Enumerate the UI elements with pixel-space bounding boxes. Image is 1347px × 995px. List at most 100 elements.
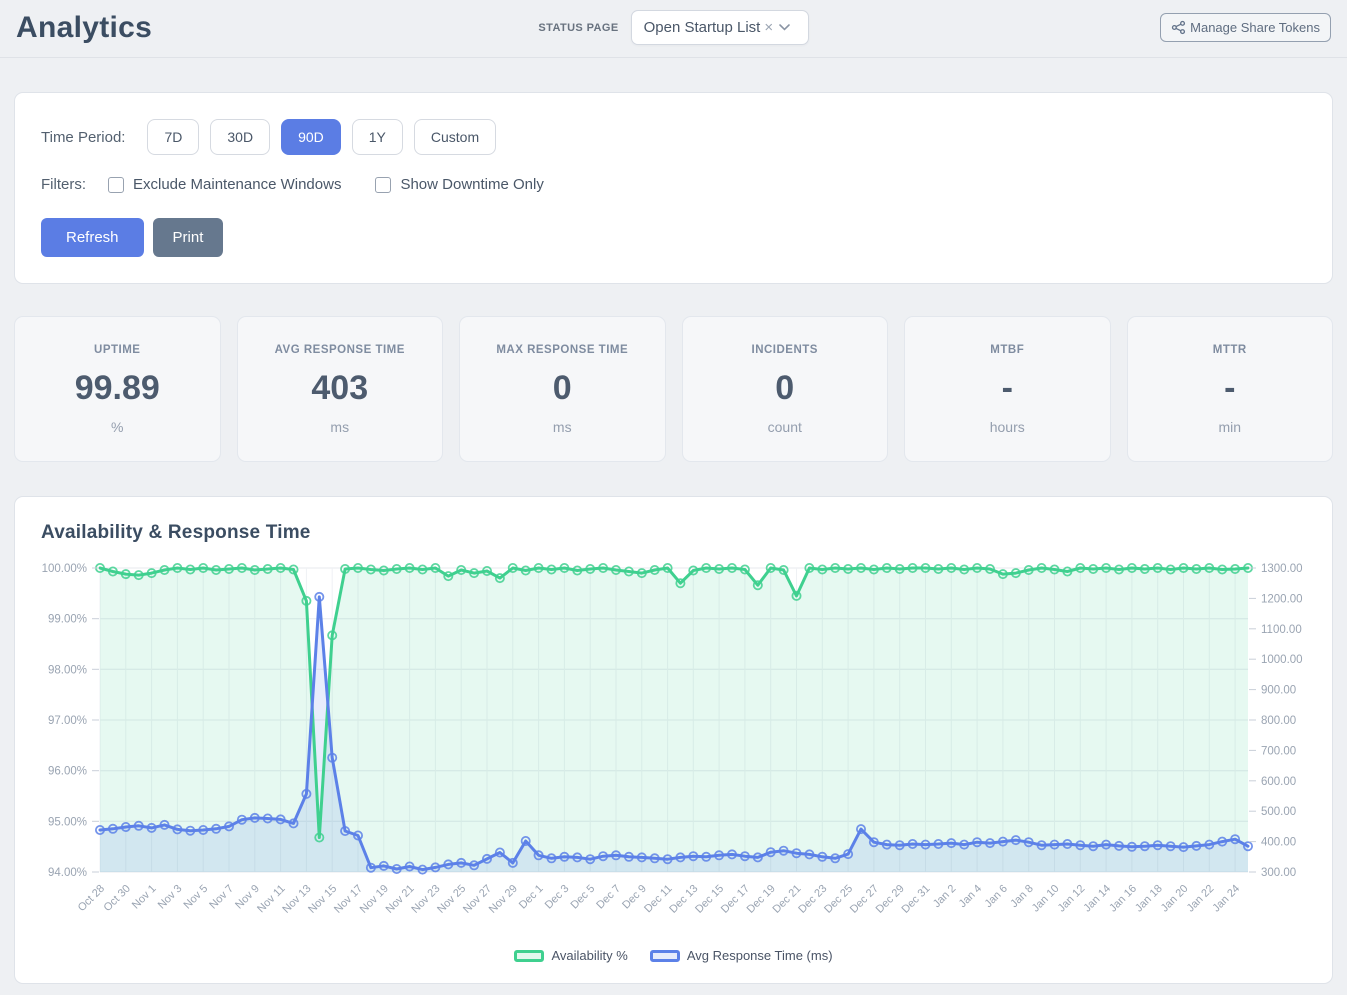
svg-text:Jan 22: Jan 22 bbox=[1185, 883, 1217, 915]
stat-label: MTTR bbox=[1212, 344, 1247, 356]
stat-unit: count bbox=[767, 419, 802, 435]
period-button-30d[interactable]: 30D bbox=[210, 119, 271, 155]
svg-text:97.00%: 97.00% bbox=[48, 715, 87, 727]
svg-text:Dec 1: Dec 1 bbox=[517, 883, 546, 912]
svg-text:Jan 20: Jan 20 bbox=[1159, 883, 1191, 915]
svg-text:Dec 31: Dec 31 bbox=[899, 883, 932, 916]
svg-text:700.00: 700.00 bbox=[1261, 745, 1296, 757]
stat-unit: hours bbox=[989, 419, 1025, 435]
stat-card-max-response: MAX RESPONSE TIME 0 ms bbox=[459, 316, 666, 462]
filters-label: Filters: bbox=[41, 176, 86, 193]
stat-value: 0 bbox=[775, 369, 795, 407]
stat-card-mtbf: MTBF - hours bbox=[904, 316, 1111, 462]
svg-text:Oct 30: Oct 30 bbox=[102, 883, 133, 914]
manage-share-tokens-button[interactable]: Manage Share Tokens bbox=[1160, 13, 1331, 42]
legend-item-response-time[interactable]: Avg Response Time (ms) bbox=[649, 948, 833, 963]
stat-card-avg-response: AVG RESPONSE TIME 403 ms bbox=[236, 316, 443, 462]
svg-text:1200.00: 1200.00 bbox=[1261, 593, 1303, 605]
svg-text:Nov 29: Nov 29 bbox=[487, 883, 520, 916]
svg-text:Jan 2: Jan 2 bbox=[931, 883, 959, 911]
stat-value: 99.89 bbox=[74, 369, 160, 407]
stat-value: - bbox=[1224, 369, 1236, 407]
refresh-button[interactable]: Refresh bbox=[41, 218, 144, 257]
svg-text:100.00%: 100.00% bbox=[42, 563, 87, 575]
svg-text:Jan 12: Jan 12 bbox=[1056, 883, 1088, 915]
header: Analytics STATUS PAGE Open Startup List … bbox=[0, 0, 1347, 57]
stat-label: INCIDENTS bbox=[751, 344, 818, 356]
stat-value: 403 bbox=[311, 369, 369, 407]
legend-swatch-icon bbox=[649, 949, 680, 962]
chart-title: Availability & Response Time bbox=[41, 522, 311, 543]
chevron-down-icon bbox=[779, 24, 790, 31]
stat-value: - bbox=[1001, 369, 1013, 407]
header-divider bbox=[0, 57, 1347, 58]
svg-text:300.00: 300.00 bbox=[1261, 867, 1296, 879]
period-button-custom[interactable]: Custom bbox=[413, 119, 497, 155]
svg-text:99.00%: 99.00% bbox=[48, 614, 87, 626]
print-button[interactable]: Print bbox=[152, 218, 224, 257]
svg-text:Jan 18: Jan 18 bbox=[1133, 883, 1165, 915]
svg-text:500.00: 500.00 bbox=[1261, 806, 1296, 818]
svg-text:Oct 28: Oct 28 bbox=[76, 883, 107, 914]
time-period-group: 7D 30D 90D 1Y Custom bbox=[147, 119, 497, 155]
svg-text:800.00: 800.00 bbox=[1261, 715, 1296, 727]
svg-text:95.00%: 95.00% bbox=[48, 816, 87, 828]
svg-text:1000.00: 1000.00 bbox=[1261, 654, 1303, 666]
period-button-90d[interactable]: 90D bbox=[281, 119, 341, 155]
svg-text:600.00: 600.00 bbox=[1261, 776, 1296, 788]
stat-value: 0 bbox=[552, 369, 572, 407]
stat-card-uptime: UPTIME 99.89 % bbox=[14, 316, 221, 462]
svg-text:96.00%: 96.00% bbox=[48, 766, 87, 778]
exclude-maintenance-label: Exclude Maintenance Windows bbox=[133, 176, 342, 193]
stat-unit: ms bbox=[330, 419, 350, 435]
svg-text:98.00%: 98.00% bbox=[48, 664, 87, 676]
svg-text:Jan 4: Jan 4 bbox=[957, 883, 985, 911]
stat-unit: min bbox=[1218, 419, 1242, 435]
chart-legend: Availability % Avg Response Time (ms) bbox=[15, 948, 1332, 963]
show-downtime-label: Show Downtime Only bbox=[400, 176, 544, 193]
chart-panel: Availability & Response Time 100.00% 99.0… bbox=[14, 496, 1333, 984]
exclude-maintenance-checkbox[interactable] bbox=[108, 176, 124, 193]
svg-text:Nov 5: Nov 5 bbox=[182, 883, 211, 912]
filter-panel: Time Period: 7D 30D 90D 1Y Custom Filter… bbox=[14, 92, 1333, 284]
stat-card-incidents: INCIDENTS 0 count bbox=[681, 316, 888, 462]
period-button-1y[interactable]: 1Y bbox=[351, 119, 403, 155]
time-period-label: Time Period: bbox=[41, 128, 126, 146]
show-downtime-checkbox[interactable] bbox=[375, 176, 392, 193]
legend-item-availability[interactable]: Availability % bbox=[514, 948, 628, 963]
stat-label: UPTIME bbox=[94, 344, 141, 356]
svg-text:Nov 1: Nov 1 bbox=[130, 883, 159, 912]
svg-text:Dec 5: Dec 5 bbox=[569, 883, 598, 912]
svg-text:Jan 10: Jan 10 bbox=[1030, 883, 1062, 915]
legend-swatch-icon bbox=[514, 949, 545, 962]
status-page-label: STATUS PAGE bbox=[538, 21, 619, 34]
share-icon bbox=[1171, 20, 1186, 35]
clear-selection-icon[interactable]: × bbox=[764, 19, 774, 36]
stat-label: MTBF bbox=[990, 344, 1025, 356]
stat-card-mttr: MTTR - min bbox=[1126, 316, 1333, 462]
svg-text:Nov 3: Nov 3 bbox=[156, 883, 185, 912]
svg-text:Dec 3: Dec 3 bbox=[543, 883, 572, 912]
svg-text:94.00%: 94.00% bbox=[48, 867, 87, 879]
svg-text:Jan 14: Jan 14 bbox=[1081, 883, 1113, 915]
availability-response-chart: 100.00% 99.00% 98.00% 97.00% 96.00% 95.00% 94.… bbox=[42, 562, 1303, 916]
svg-text:1100.00: 1100.00 bbox=[1261, 624, 1302, 636]
stat-label: AVG RESPONSE TIME bbox=[274, 344, 405, 356]
svg-text:Nov 7: Nov 7 bbox=[207, 883, 236, 912]
manage-share-tokens-label: Manage Share Tokens bbox=[1190, 20, 1320, 35]
status-page-selected-value: Open Startup List bbox=[643, 19, 761, 36]
svg-text:900.00: 900.00 bbox=[1261, 685, 1296, 697]
page-title: Analytics bbox=[16, 10, 153, 44]
svg-text:400.00: 400.00 bbox=[1261, 837, 1296, 849]
stat-unit: ms bbox=[552, 419, 572, 435]
svg-text:1300.00: 1300.00 bbox=[1261, 563, 1303, 575]
legend-label: Avg Response Time (ms) bbox=[686, 948, 833, 963]
stats-row: UPTIME 99.89 % AVG RESPONSE TIME 403 ms … bbox=[14, 316, 1333, 462]
svg-text:Jan 24: Jan 24 bbox=[1210, 883, 1242, 915]
stat-unit: % bbox=[111, 419, 124, 435]
legend-label: Availability % bbox=[551, 948, 628, 963]
svg-text:Dec 7: Dec 7 bbox=[594, 883, 623, 912]
stat-label: MAX RESPONSE TIME bbox=[496, 344, 629, 356]
period-button-7d[interactable]: 7D bbox=[147, 119, 200, 155]
status-page-select[interactable]: Open Startup List × bbox=[630, 10, 809, 45]
